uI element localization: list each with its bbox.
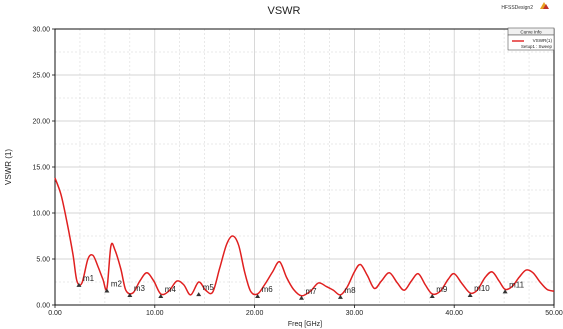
marker-m11-label: m11 xyxy=(509,280,525,289)
marker-m5-point xyxy=(196,292,202,297)
x-tick-label: 0.00 xyxy=(48,310,62,317)
x-tick-label: 40.00 xyxy=(445,310,463,317)
marker-m6-label: m6 xyxy=(262,285,274,294)
marker-m9-label: m9 xyxy=(436,285,448,294)
legend-entry-name: VSWR(1) xyxy=(533,38,553,43)
markers-layer: m1 m2 m3 m4 m5 m6 m7 m8 m9 m10 m11 xyxy=(76,274,525,300)
marker-m8-point xyxy=(337,294,343,299)
marker-m10-point xyxy=(467,293,473,298)
y-tick-label: 30.00 xyxy=(32,27,50,34)
x-tick-label: 20.00 xyxy=(246,310,264,317)
legend[interactable]: Curve Info VSWR(1) Setup1 : Sweep xyxy=(507,27,555,51)
y-tick-label: 20.00 xyxy=(32,119,50,126)
marker-m7-point xyxy=(299,295,305,300)
marker-m10-label: m10 xyxy=(474,284,490,293)
x-tick-label: 10.00 xyxy=(146,310,164,317)
marker-m11-point xyxy=(502,289,508,294)
marker-m2-point xyxy=(104,288,110,293)
x-axis-label: Freq [GHz] xyxy=(288,321,322,328)
y-tick-label: 10.00 xyxy=(32,211,50,218)
legend-title: Curve Info xyxy=(520,30,542,35)
axis-ticks: 0.00 10.00 20.00 30.00 40.00 50.00 0.00 5.00 10.… xyxy=(32,27,562,318)
x-tick-label: 50.00 xyxy=(545,310,563,317)
marker-m5-label: m5 xyxy=(203,283,215,292)
marker-m3-point xyxy=(127,293,133,298)
marker-m4-point xyxy=(158,293,164,298)
design-name-label: HFSSDesign2 xyxy=(501,5,533,11)
series-layer xyxy=(54,177,555,297)
y-tick-label: 15.00 xyxy=(32,165,50,172)
legend-body xyxy=(507,34,555,51)
marker-m3-label: m3 xyxy=(134,284,146,293)
marker-m7-label: m7 xyxy=(306,287,318,296)
x-tick-label: 30.00 xyxy=(346,310,364,317)
marker-m2-label: m2 xyxy=(111,279,123,288)
series-line-vswr xyxy=(54,177,555,297)
y-axis-label: VSWR (1) xyxy=(4,149,13,185)
plot-grid xyxy=(54,28,555,306)
marker-m8-label: m8 xyxy=(344,286,356,295)
marker-m1-label: m1 xyxy=(83,274,95,283)
y-tick-label: 5.00 xyxy=(36,257,50,264)
marker-m1-point xyxy=(76,282,82,287)
legend-entry-sub: Setup1 : Sweep xyxy=(521,44,553,49)
marker-m6-point xyxy=(255,293,261,298)
y-tick-label: 0.00 xyxy=(36,303,50,310)
ansys-logo-icon xyxy=(540,2,549,9)
marker-m4-label: m4 xyxy=(165,285,177,294)
marker-m9-point xyxy=(429,293,435,298)
y-tick-label: 25.00 xyxy=(32,73,50,80)
chart-title: VSWR xyxy=(268,5,301,17)
